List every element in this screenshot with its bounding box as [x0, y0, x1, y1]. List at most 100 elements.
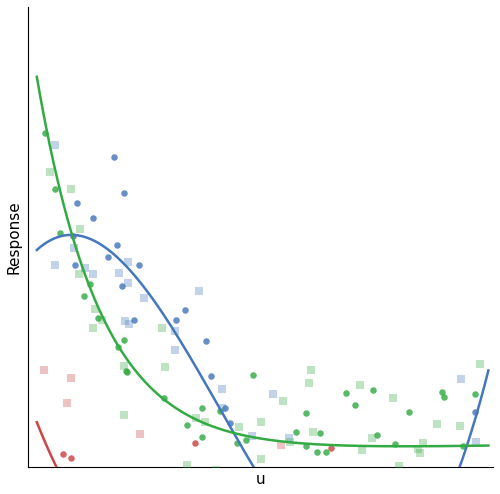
- Point: [120, 411, 128, 419]
- Point: [62, 399, 70, 407]
- Point: [126, 320, 134, 328]
- Point: [130, 316, 138, 324]
- Point: [471, 391, 479, 399]
- Point: [433, 420, 441, 428]
- Point: [356, 381, 364, 389]
- Point: [66, 454, 74, 462]
- Point: [422, 486, 430, 494]
- Point: [456, 375, 464, 383]
- Point: [198, 405, 206, 412]
- Point: [120, 362, 128, 370]
- Point: [90, 270, 98, 278]
- Point: [378, 469, 386, 477]
- Point: [292, 428, 300, 436]
- Point: [40, 366, 48, 374]
- Point: [257, 455, 265, 463]
- Point: [313, 448, 321, 455]
- Point: [67, 185, 75, 193]
- Point: [305, 379, 313, 387]
- Point: [212, 466, 220, 474]
- Point: [114, 343, 122, 351]
- Point: [56, 230, 64, 238]
- Point: [476, 360, 484, 368]
- Point: [160, 364, 168, 371]
- Point: [422, 478, 430, 486]
- Point: [60, 483, 68, 491]
- Point: [322, 448, 330, 455]
- Point: [328, 444, 336, 452]
- Point: [242, 436, 250, 444]
- Point: [112, 241, 120, 249]
- Point: [74, 200, 82, 207]
- Point: [258, 418, 266, 426]
- Point: [90, 214, 98, 222]
- Point: [110, 153, 118, 161]
- Point: [235, 423, 243, 431]
- Point: [115, 269, 123, 277]
- Point: [82, 264, 90, 272]
- Point: [99, 487, 107, 494]
- Point: [198, 434, 205, 442]
- Point: [370, 386, 378, 394]
- Point: [432, 479, 440, 487]
- Point: [296, 483, 304, 491]
- Point: [221, 404, 229, 412]
- Point: [70, 244, 78, 252]
- Point: [60, 451, 68, 458]
- Point: [268, 390, 276, 398]
- Point: [51, 141, 59, 149]
- Point: [190, 439, 198, 447]
- Point: [216, 407, 224, 414]
- Point: [90, 305, 98, 313]
- Point: [86, 280, 94, 288]
- Point: [71, 261, 79, 269]
- Y-axis label: Response: Response: [7, 200, 22, 274]
- Point: [344, 478, 351, 486]
- Point: [88, 324, 96, 332]
- Point: [316, 429, 324, 437]
- Point: [406, 477, 414, 485]
- Point: [391, 440, 399, 448]
- Point: [276, 441, 284, 449]
- Point: [42, 129, 50, 137]
- Point: [207, 372, 215, 380]
- Point: [285, 434, 293, 442]
- Point: [448, 490, 456, 494]
- Point: [67, 374, 75, 382]
- Point: [264, 490, 272, 494]
- Point: [405, 408, 413, 416]
- Point: [171, 327, 179, 335]
- Point: [342, 389, 350, 397]
- Point: [136, 430, 143, 438]
- Point: [124, 279, 132, 287]
- Point: [122, 367, 130, 375]
- Point: [94, 314, 102, 322]
- Point: [286, 438, 294, 446]
- Point: [389, 394, 397, 402]
- Point: [51, 261, 59, 269]
- Point: [68, 232, 76, 240]
- Point: [202, 337, 210, 345]
- Point: [208, 472, 216, 480]
- Point: [121, 317, 129, 325]
- Point: [395, 462, 403, 470]
- Point: [104, 253, 112, 261]
- Point: [440, 393, 448, 401]
- Point: [248, 433, 256, 441]
- Point: [183, 421, 191, 429]
- Point: [472, 438, 480, 446]
- Point: [373, 431, 381, 439]
- Point: [118, 282, 126, 290]
- Point: [302, 409, 310, 416]
- Point: [249, 370, 257, 378]
- Point: [308, 428, 316, 436]
- Point: [183, 461, 191, 469]
- Point: [200, 418, 208, 426]
- Point: [452, 477, 460, 485]
- Point: [172, 316, 180, 324]
- Point: [124, 258, 132, 266]
- Point: [218, 404, 226, 412]
- Point: [120, 189, 128, 197]
- Point: [256, 470, 264, 478]
- Point: [279, 397, 287, 405]
